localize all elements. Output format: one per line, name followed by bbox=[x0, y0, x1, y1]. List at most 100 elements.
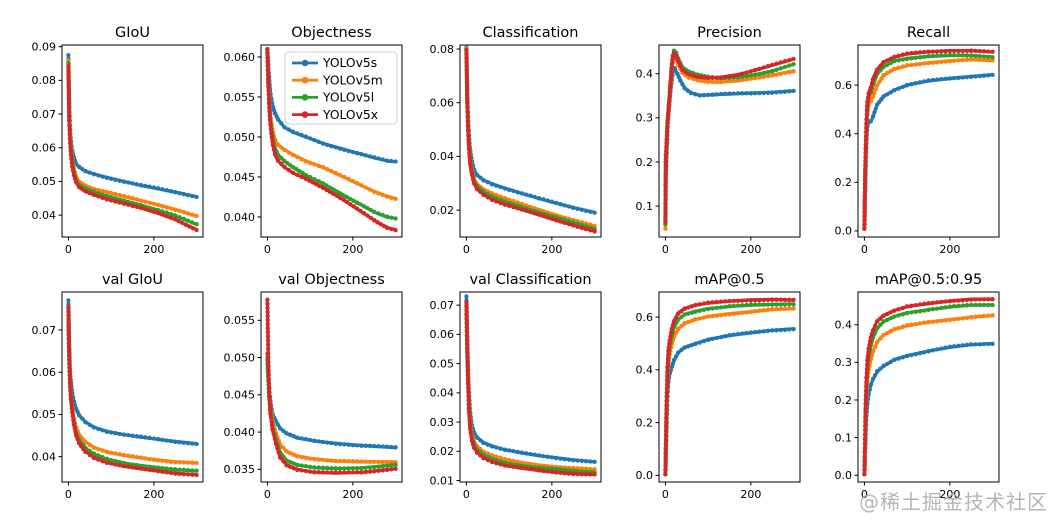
axes-frame bbox=[260, 291, 403, 483]
chart-title: GIoU bbox=[115, 25, 150, 41]
x-tick-label: 200 bbox=[541, 488, 562, 501]
x-tick-label: 0 bbox=[463, 243, 470, 256]
subplot-val-giou: val GIoU 0.04 0.05 0.06 0.07 0 200 bbox=[32, 272, 204, 501]
y-tick-label: 0.4 bbox=[835, 128, 853, 141]
axes-frame bbox=[658, 291, 801, 483]
x-tick-label: 200 bbox=[939, 243, 960, 256]
series-YOLOv5l bbox=[265, 357, 398, 471]
series-YOLOv5s bbox=[464, 294, 597, 464]
y-tick-label: 0.2 bbox=[636, 156, 654, 169]
y-tick-label: 0.2 bbox=[835, 176, 853, 189]
x-tick-label: 0 bbox=[662, 488, 669, 501]
y-tick-label: 0.07 bbox=[32, 324, 57, 337]
chart-title: val Objectness bbox=[278, 272, 385, 288]
y-tick-label: 0.07 bbox=[32, 108, 57, 121]
x-tick-label: 200 bbox=[143, 243, 164, 256]
x-tick-label: 200 bbox=[541, 243, 562, 256]
series-YOLOv5m bbox=[663, 53, 796, 231]
series-YOLOv5s bbox=[862, 341, 995, 477]
series-YOLOv5m bbox=[464, 46, 597, 228]
series-YOLOv5x bbox=[464, 300, 597, 477]
y-tick-label: 0.04 bbox=[32, 209, 57, 222]
y-tick-label: 0.06 bbox=[32, 142, 57, 155]
series-YOLOv5x bbox=[862, 297, 995, 477]
series-YOLOv5m bbox=[464, 303, 597, 472]
series-YOLOv5m bbox=[862, 313, 995, 476]
series-YOLOv5s bbox=[66, 52, 199, 200]
series-YOLOv5x bbox=[66, 304, 199, 478]
chart-title: Recall bbox=[907, 25, 950, 41]
chart-title: mAP@0.5:0.95 bbox=[875, 272, 983, 288]
x-tick-label: 200 bbox=[939, 488, 960, 501]
y-tick-label: 0.1 bbox=[636, 200, 654, 213]
axes-frame bbox=[61, 291, 204, 483]
subplot-objectness: Objectness 0.040 0.045 0.050 0.055 0.060 0 200 Y… bbox=[224, 25, 403, 256]
x-tick-label: 0 bbox=[65, 488, 72, 501]
y-tick-label: 0.060 bbox=[224, 51, 256, 64]
legend-marker bbox=[301, 59, 309, 67]
y-tick-label: 0.03 bbox=[430, 416, 455, 429]
series-YOLOv5x bbox=[464, 47, 597, 234]
chart-title: Precision bbox=[697, 25, 762, 41]
axes-frame bbox=[857, 44, 1000, 238]
legend-entry-YOLOv5x: YOLOv5x bbox=[292, 108, 378, 122]
y-tick-label: 0.055 bbox=[224, 314, 256, 327]
axes-frame bbox=[260, 44, 403, 238]
y-tick-label: 0.050 bbox=[224, 131, 256, 144]
y-tick-label: 0.045 bbox=[224, 171, 256, 184]
x-tick-label: 0 bbox=[65, 243, 72, 256]
y-tick-label: 0.04 bbox=[430, 150, 455, 163]
series-YOLOv5s bbox=[265, 351, 398, 450]
series-YOLOv5x bbox=[663, 51, 796, 225]
y-tick-label: 0.01 bbox=[430, 474, 455, 487]
chart-title: val GIoU bbox=[102, 272, 163, 288]
y-tick-label: 0.06 bbox=[32, 366, 57, 379]
x-tick-label: 0 bbox=[264, 243, 271, 256]
axes-frame bbox=[857, 291, 1000, 483]
x-tick-label: 0 bbox=[861, 488, 868, 501]
chart-title: Classification bbox=[483, 25, 579, 41]
y-tick-label: 0.04 bbox=[430, 387, 455, 400]
legend-label: YOLOv5l bbox=[322, 91, 374, 105]
legend-entry-YOLOv5s: YOLOv5s bbox=[292, 56, 377, 70]
legend-marker bbox=[301, 94, 309, 101]
x-tick-label: 200 bbox=[143, 488, 164, 501]
subplot-map-0-5-0-95: mAP@0.5:0.95 0.0 0.1 0.2 0.3 0.4 0 200 bbox=[835, 272, 1000, 501]
x-tick-label: 200 bbox=[740, 243, 761, 256]
x-tick-label: 200 bbox=[740, 488, 761, 501]
legend-entry-YOLOv5l: YOLOv5l bbox=[292, 91, 374, 105]
y-tick-label: 0.08 bbox=[32, 74, 57, 87]
series-YOLOv5x bbox=[66, 64, 199, 233]
series-YOLOv5s bbox=[862, 72, 995, 231]
subplot-giou: GIoU 0.04 0.05 0.06 0.07 0.08 0.09 0 200 bbox=[32, 25, 204, 256]
y-tick-label: 0.05 bbox=[430, 357, 455, 370]
y-tick-label: 0.6 bbox=[835, 79, 853, 92]
y-tick-label: 0.4 bbox=[636, 67, 654, 80]
y-tick-label: 0.3 bbox=[636, 112, 654, 125]
series-YOLOv5s bbox=[66, 298, 199, 447]
y-tick-label: 0.0 bbox=[636, 469, 654, 482]
series-YOLOv5m bbox=[862, 57, 995, 231]
series-YOLOv5x bbox=[265, 297, 398, 475]
x-tick-label: 0 bbox=[463, 488, 470, 501]
y-tick-label: 0.4 bbox=[636, 364, 654, 377]
y-tick-label: 0.050 bbox=[224, 351, 256, 364]
chart-title: val Classification bbox=[469, 272, 591, 288]
y-tick-label: 0.05 bbox=[32, 408, 57, 421]
y-tick-label: 0.06 bbox=[430, 97, 455, 110]
y-tick-label: 0.040 bbox=[224, 211, 256, 224]
legend-label: YOLOv5m bbox=[322, 73, 383, 87]
series-YOLOv5x bbox=[265, 47, 398, 233]
y-tick-label: 0.2 bbox=[835, 394, 853, 407]
legend-label: YOLOv5x bbox=[322, 108, 378, 122]
series-YOLOv5x bbox=[862, 48, 995, 231]
series-YOLOv5s bbox=[663, 326, 796, 477]
series-YOLOv5s bbox=[663, 65, 796, 188]
x-tick-label: 0 bbox=[662, 243, 669, 256]
chart-title: mAP@0.5 bbox=[694, 272, 764, 288]
y-tick-label: 0.6 bbox=[636, 311, 654, 324]
subplot-val-classification: val Classification 0.01 0.02 0.03 0.04 0.05 0.… bbox=[430, 272, 602, 501]
chart-title: Objectness bbox=[291, 25, 371, 41]
y-tick-label: 0.0 bbox=[835, 225, 853, 238]
